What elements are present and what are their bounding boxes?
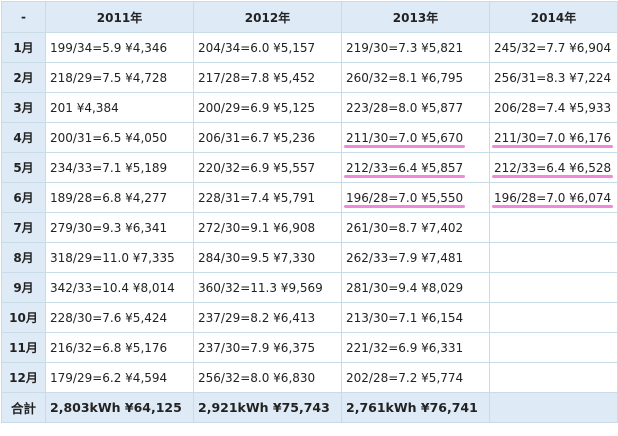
year-header-2013: 2013年 [341,1,490,33]
usage-cell-2012: 228/31=7.4 ¥5,791 [193,182,342,213]
month-label: 4月 [1,122,46,153]
usage-cell-2012: 256/32=8.0 ¥6,830 [193,362,342,393]
usage-cell-2014 [489,332,618,363]
header-row: - 2011年 2012年 2013年 2014年 [1,1,618,33]
table-row: 2月 218/29=7.5 ¥4,728 217/28=7.8 ¥5,452 260/… [1,62,618,93]
table-row: 11月 216/32=6.8 ¥5,176 237/30=7.9 ¥6,375 221… [1,332,618,363]
year-header-2012: 2012年 [193,1,342,33]
usage-cell-2012: 217/28=7.8 ¥5,452 [193,62,342,93]
table-row: 5月 234/33=7.1 ¥5,189 220/32=6.9 ¥5,557 212/… [1,152,618,183]
usage-cell-2014: 211/30=7.0 ¥6,176 [489,122,618,153]
usage-cell-2014 [489,212,618,243]
usage-cell-2013: 211/30=7.0 ¥5,670 [341,122,490,153]
table-row: 10月 228/30=7.6 ¥5,424 237/29=8.2 ¥6,413 213… [1,302,618,333]
table-body: 1月 199/34=5.9 ¥4,346 204/34=6.0 ¥5,157 219/… [1,32,618,393]
month-label: 3月 [1,92,46,123]
usage-cell-2011: 189/28=6.8 ¥4,277 [45,182,194,213]
usage-cell-2012: 284/30=9.5 ¥7,330 [193,242,342,273]
year-header-2011: 2011年 [45,1,194,33]
usage-cell-2013: 281/30=9.4 ¥8,029 [341,272,490,303]
usage-cell-2011: 179/29=6.2 ¥4,594 [45,362,194,393]
month-label: 6月 [1,182,46,213]
usage-cell-2014: 245/32=7.7 ¥6,904 [489,32,618,63]
highlighted-value: 196/28=7.0 ¥6,074 [491,190,614,208]
usage-cell-2012: 360/32=11.3 ¥9,569 [193,272,342,303]
usage-cell-2012: 237/30=7.9 ¥6,375 [193,332,342,363]
usage-cell-2013: 223/28=8.0 ¥5,877 [341,92,490,123]
usage-cell-2011: 228/30=7.6 ¥5,424 [45,302,194,333]
usage-cell-2014 [489,362,618,393]
usage-cell-2011: 234/33=7.1 ¥5,189 [45,152,194,183]
table-row: 7月 279/30=9.3 ¥6,341 272/30=9.1 ¥6,908 261/… [1,212,618,243]
month-label: 1月 [1,32,46,63]
usage-cell-2013: 260/32=8.1 ¥6,795 [341,62,490,93]
total-row: 合計 2,803kWh ¥64,125 2,921kWh ¥75,743 2,7… [1,392,618,423]
usage-cell-2013: 196/28=7.0 ¥5,550 [341,182,490,213]
highlighted-value: 212/33=6.4 ¥6,528 [491,160,614,178]
total-label: 合計 [1,392,46,423]
total-cell-2013: 2,761kWh ¥76,741 [341,392,490,423]
usage-cell-2014: 196/28=7.0 ¥6,074 [489,182,618,213]
usage-cell-2013: 212/33=6.4 ¥5,857 [341,152,490,183]
total-cell-2014 [489,392,618,423]
usage-cell-2013: 221/32=6.9 ¥6,331 [341,332,490,363]
usage-cell-2013: 202/28=7.2 ¥5,774 [341,362,490,393]
usage-cell-2011: 318/29=11.0 ¥7,335 [45,242,194,273]
usage-cell-2011: 199/34=5.9 ¥4,346 [45,32,194,63]
usage-cell-2013: 213/30=7.1 ¥6,154 [341,302,490,333]
total-cell-2011: 2,803kWh ¥64,125 [45,392,194,423]
month-label: 7月 [1,212,46,243]
total-cell-2012: 2,921kWh ¥75,743 [193,392,342,423]
month-label: 8月 [1,242,46,273]
month-label: 11月 [1,332,46,363]
usage-cell-2013: 261/30=8.7 ¥7,402 [341,212,490,243]
usage-cell-2012: 237/29=8.2 ¥6,413 [193,302,342,333]
usage-cell-2011: 200/31=6.5 ¥4,050 [45,122,194,153]
usage-cell-2011: 218/29=7.5 ¥4,728 [45,62,194,93]
table-row: 9月 342/33=10.4 ¥8,014 360/32=11.3 ¥9,569 28… [1,272,618,303]
usage-cell-2014: 256/31=8.3 ¥7,224 [489,62,618,93]
table-row: 1月 199/34=5.9 ¥4,346 204/34=6.0 ¥5,157 219/… [1,32,618,63]
table-row: 12月 179/29=6.2 ¥4,594 256/32=8.0 ¥6,830 202… [1,362,618,393]
highlighted-value: 211/30=7.0 ¥5,670 [343,130,466,148]
highlighted-value: 196/28=7.0 ¥5,550 [343,190,466,208]
usage-cell-2011: 342/33=10.4 ¥8,014 [45,272,194,303]
table-row: 6月 189/28=6.8 ¥4,277 228/31=7.4 ¥5,791 196/… [1,182,618,213]
table-row: 3月 201 ¥4,384 200/29=6.9 ¥5,125 223/28=8.0 … [1,92,618,123]
corner-cell: - [1,1,46,33]
usage-cell-2011: 279/30=9.3 ¥6,341 [45,212,194,243]
usage-cell-2012: 200/29=6.9 ¥5,125 [193,92,342,123]
usage-cell-2012: 204/34=6.0 ¥5,157 [193,32,342,63]
usage-cell-2013: 219/30=7.3 ¥5,821 [341,32,490,63]
month-label: 10月 [1,302,46,333]
usage-table: - 2011年 2012年 2013年 2014年 1月 199/34=5.9 ¥… [1,1,618,423]
usage-cell-2014: 212/33=6.4 ¥6,528 [489,152,618,183]
month-label: 5月 [1,152,46,183]
month-label: 12月 [1,362,46,393]
highlighted-value: 212/33=6.4 ¥5,857 [343,160,466,178]
usage-cell-2014 [489,242,618,273]
highlighted-value: 211/30=7.0 ¥6,176 [491,130,614,148]
table-row: 8月 318/29=11.0 ¥7,335 284/30=9.5 ¥7,330 262… [1,242,618,273]
usage-cell-2012: 272/30=9.1 ¥6,908 [193,212,342,243]
usage-cell-2011: 216/32=6.8 ¥5,176 [45,332,194,363]
table-row: 4月 200/31=6.5 ¥4,050 206/31=6.7 ¥5,236 211/… [1,122,618,153]
usage-cell-2012: 220/32=6.9 ¥5,557 [193,152,342,183]
usage-cell-2014 [489,272,618,303]
usage-cell-2012: 206/31=6.7 ¥5,236 [193,122,342,153]
month-label: 2月 [1,62,46,93]
month-label: 9月 [1,272,46,303]
year-header-2014: 2014年 [489,1,618,33]
usage-cell-2011: 201 ¥4,384 [45,92,194,123]
usage-cell-2014 [489,302,618,333]
usage-cell-2014: 206/28=7.4 ¥5,933 [489,92,618,123]
usage-cell-2013: 262/33=7.9 ¥7,481 [341,242,490,273]
